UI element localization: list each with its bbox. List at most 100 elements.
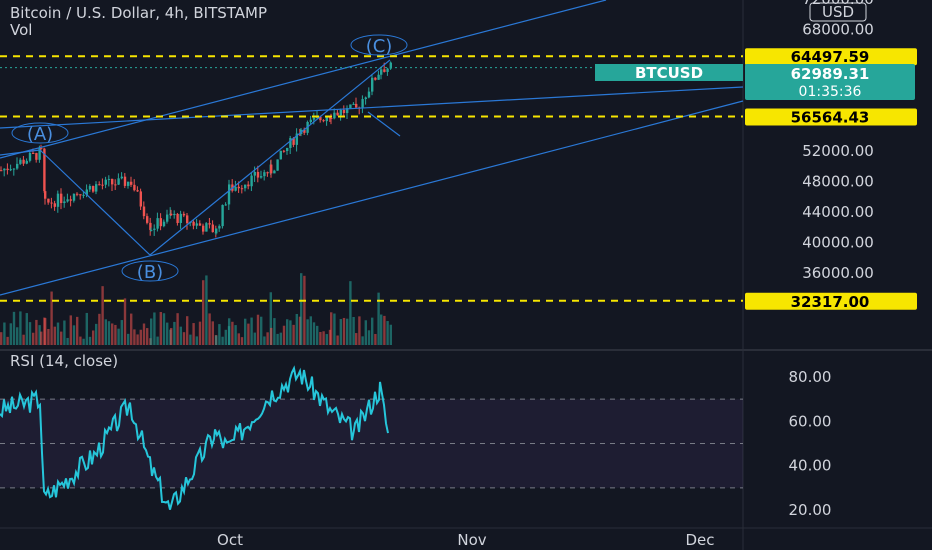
volume-bar <box>371 317 374 345</box>
candle-body <box>16 163 19 169</box>
candle-body <box>104 179 107 185</box>
volume-bar <box>53 326 56 345</box>
volume-bar <box>179 326 182 345</box>
candle-body <box>66 199 69 202</box>
volume-bar <box>253 332 256 345</box>
candle-body <box>227 190 231 205</box>
volume-bar <box>312 322 316 345</box>
volume-bar <box>150 318 153 345</box>
volume-bar <box>380 314 383 345</box>
volume-bar <box>123 298 127 345</box>
candle-body <box>273 170 276 174</box>
wave-c-ellipse <box>350 34 408 56</box>
volume-bar <box>69 315 72 345</box>
candle-body <box>38 147 41 160</box>
volume-bar <box>202 280 205 345</box>
volume-bar <box>286 319 289 345</box>
candle-body <box>76 193 79 195</box>
candle-body <box>179 213 182 223</box>
candle-body <box>92 186 95 192</box>
candle-body <box>330 117 333 119</box>
level-tag-text: 64497.59 <box>791 48 870 66</box>
price-tick-label: 44000.00 <box>802 203 874 221</box>
candle-body <box>289 137 292 148</box>
symbol-tag[interactable] <box>595 64 743 81</box>
volume-bar <box>349 281 352 345</box>
candle-body <box>88 186 92 190</box>
candle-body <box>98 184 101 186</box>
volume-bar <box>25 313 28 345</box>
rsi-tick-label: 80.00 <box>789 368 832 386</box>
chart-title: Bitcoin / U.S. Dollar, 4h, BITSTAMP <box>10 4 267 22</box>
volume-bar <box>355 333 358 345</box>
volume-bar <box>270 327 273 345</box>
volume-bar <box>322 331 325 345</box>
candle-body <box>6 168 9 171</box>
volume-bar <box>127 333 130 345</box>
candle-body <box>361 99 364 109</box>
candle-body <box>355 103 358 108</box>
rsi-title: RSI (14, close) <box>10 352 118 370</box>
currency-box[interactable] <box>809 2 867 22</box>
candle-body <box>303 129 306 133</box>
volume-bar <box>3 322 6 345</box>
volume-bar <box>82 338 85 345</box>
candle-body <box>295 133 298 145</box>
volume-bar <box>228 318 231 345</box>
candle-body <box>224 204 227 206</box>
candle-body <box>298 133 302 135</box>
volume-bar <box>88 336 92 345</box>
volume-bar <box>260 316 263 345</box>
volume-bar <box>383 315 386 345</box>
candle-body <box>114 184 117 186</box>
volume-bar <box>389 324 392 345</box>
candle-body <box>234 186 237 191</box>
volume-bar <box>195 336 198 345</box>
candle-body <box>244 184 247 189</box>
volume-bar <box>136 334 139 345</box>
volume-bar <box>9 323 12 345</box>
volume-bar <box>300 273 303 345</box>
candle-body <box>325 117 328 122</box>
candle-body <box>150 229 153 231</box>
volume-bar <box>218 324 221 345</box>
candle-body <box>260 176 263 178</box>
candle-body <box>159 218 162 227</box>
volume-bar <box>22 334 25 345</box>
candle-body <box>120 176 123 179</box>
candle-body <box>63 201 66 203</box>
volume-bar <box>234 325 237 345</box>
wave-b-ellipse <box>121 260 179 282</box>
candle-body <box>215 228 218 234</box>
candle-body <box>389 62 392 69</box>
candle-body <box>82 194 85 196</box>
candle-body <box>186 215 189 224</box>
candle-body <box>279 150 282 160</box>
candle-body <box>371 77 374 92</box>
volume-bar <box>153 312 156 345</box>
volume-bar <box>19 311 22 345</box>
volume-bar <box>44 318 47 345</box>
candle-body <box>146 216 149 223</box>
candle-body <box>9 169 12 171</box>
volume-bar <box>325 334 328 345</box>
candle-body <box>270 164 273 174</box>
candle-body <box>211 224 214 233</box>
candle-body <box>247 184 250 187</box>
candle-body <box>292 137 295 145</box>
candle-body <box>44 191 47 199</box>
volume-bar <box>139 329 142 345</box>
candle-body <box>182 213 186 216</box>
candle-body <box>50 202 53 204</box>
trendline <box>0 0 607 159</box>
volume-bar <box>306 319 309 345</box>
volume-bar <box>292 324 295 345</box>
volume-bar <box>162 313 166 345</box>
rsi-tick-label: 60.00 <box>789 412 832 430</box>
candle-body <box>250 175 253 187</box>
current-price-tag[interactable] <box>745 64 915 100</box>
candle-body <box>40 147 43 149</box>
volume-bar <box>303 275 306 345</box>
trendline <box>367 111 401 137</box>
candle-body <box>149 222 152 230</box>
